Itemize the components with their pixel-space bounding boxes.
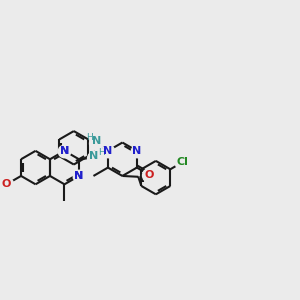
Text: H: H bbox=[98, 148, 105, 157]
Text: N: N bbox=[132, 146, 142, 156]
Text: N: N bbox=[60, 146, 69, 156]
Text: H: H bbox=[86, 133, 93, 142]
Text: N: N bbox=[60, 146, 69, 156]
Text: N: N bbox=[89, 151, 99, 161]
Text: O: O bbox=[145, 170, 154, 180]
Text: N: N bbox=[103, 146, 112, 156]
Text: N: N bbox=[92, 136, 101, 146]
Text: N: N bbox=[74, 171, 84, 181]
Text: Cl: Cl bbox=[177, 157, 188, 167]
Text: N: N bbox=[74, 171, 84, 181]
Text: O: O bbox=[2, 179, 11, 189]
